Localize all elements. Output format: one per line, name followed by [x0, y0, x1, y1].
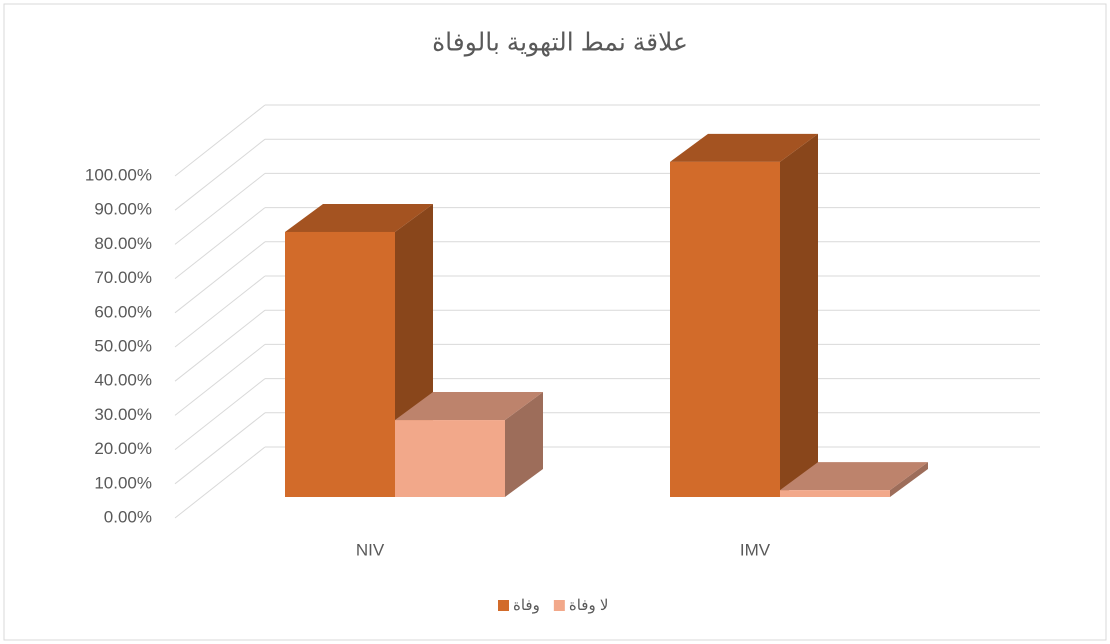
- grid-line: [174, 241, 266, 314]
- grid-line: [174, 446, 266, 519]
- bar: [285, 231, 395, 497]
- y-tick-label: 80.00%: [94, 234, 152, 253]
- bar-top: [670, 133, 818, 162]
- y-tick-label: 90.00%: [94, 200, 152, 219]
- y-tick-label: 30.00%: [94, 405, 152, 424]
- grid-line: [174, 138, 266, 211]
- x-tick-label: IMV: [740, 540, 771, 559]
- grid-line: [174, 344, 266, 416]
- legend-label: لا وفاة: [569, 597, 609, 614]
- bar-side: [780, 133, 818, 497]
- grid-line: [174, 104, 266, 177]
- bar: [780, 490, 890, 497]
- y-tick-label: 0.00%: [104, 507, 152, 526]
- y-tick-label: 60.00%: [94, 302, 152, 321]
- y-tick-label: 10.00%: [94, 473, 152, 492]
- bar-top: [395, 392, 543, 421]
- bar-side: [505, 392, 543, 497]
- y-tick-label: 20.00%: [94, 439, 152, 458]
- grid-line: [174, 412, 266, 485]
- legend-label: وفاة: [513, 597, 540, 614]
- bar: [670, 161, 780, 497]
- chart-frame: [3, 3, 1107, 641]
- bar: [395, 420, 505, 497]
- y-tick-label: 50.00%: [94, 336, 152, 355]
- grid-line: [174, 173, 266, 245]
- x-tick-label: NIV: [356, 540, 385, 559]
- chart-title: علاقة نمط التهوية بالوفاة: [432, 29, 688, 58]
- grid-line: [174, 275, 266, 348]
- bar-top: [780, 462, 928, 491]
- grid-line: [174, 309, 266, 382]
- y-tick-label: 40.00%: [94, 371, 152, 390]
- grid-line: [174, 378, 266, 450]
- y-tick-label: 100.00%: [85, 165, 152, 184]
- bar-top: [285, 203, 433, 232]
- legend-swatch: [498, 600, 509, 611]
- grid-line: [174, 207, 266, 279]
- y-tick-label: 70.00%: [94, 268, 152, 287]
- legend-swatch: [553, 600, 565, 611]
- bar-side: [890, 462, 928, 497]
